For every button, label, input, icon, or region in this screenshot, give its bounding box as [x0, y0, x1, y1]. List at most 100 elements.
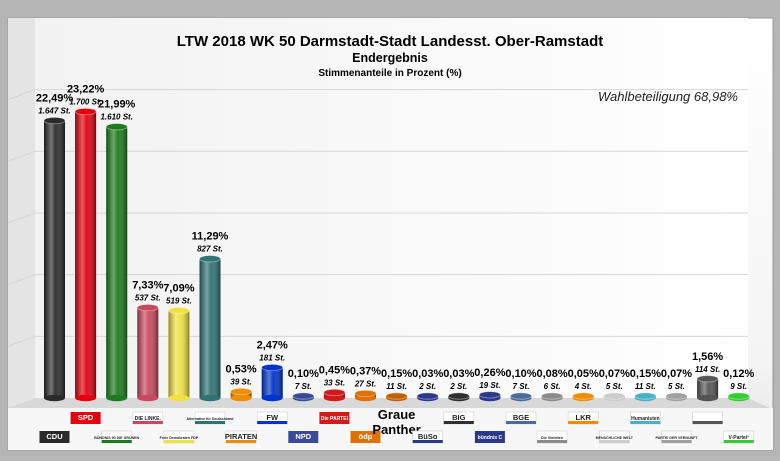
percent-label: 0,07%	[661, 368, 692, 380]
percent-label: 0,15%	[630, 368, 661, 380]
bar	[416, 392, 439, 402]
bar-labels: 22,49% 1.647 St. 23,22% 1.700 St.21,99% 1.61…	[36, 84, 755, 391]
gridline-side	[7, 89, 36, 101]
party-logo: DIE LINKE.	[132, 411, 164, 425]
votes-label: 5 St.	[606, 382, 623, 391]
logo-accent	[568, 421, 599, 424]
votes-label: 1.647 St.	[38, 107, 70, 116]
bar	[74, 107, 97, 402]
votes-label: 33 St.	[324, 378, 345, 387]
logo-accent	[101, 440, 132, 443]
votes-label: 27 St.	[354, 379, 376, 388]
logo-text: Die Violetten	[541, 436, 563, 440]
percent-label: 2,47%	[257, 340, 288, 352]
votes-label: 181 St.	[259, 354, 285, 363]
logo-accent	[506, 421, 536, 424]
logo-box	[288, 431, 319, 443]
bar-top-cap	[261, 363, 284, 372]
logo-text: SPD	[78, 413, 94, 422]
party-logo: BIG	[443, 411, 475, 425]
party-logo: PIRATEN	[225, 430, 257, 444]
bar-top-cap	[478, 391, 501, 399]
logo-text: BGE	[513, 413, 529, 422]
percent-label: 0,26%	[474, 367, 505, 379]
bar-shading	[697, 378, 719, 398]
logo-box	[39, 431, 70, 443]
percent-label: 11,29%	[192, 231, 229, 243]
logo-accent	[412, 440, 443, 443]
party-logo: MENSCHLICHE WELT	[596, 430, 634, 444]
party-logo: bündnis C	[474, 431, 505, 443]
logo-text: PARTEI DER VERNUNFT	[655, 436, 698, 440]
party-logo: BüSo	[412, 430, 444, 444]
bar-top-cap	[572, 392, 595, 400]
percent-label: 22,49%	[36, 93, 74, 105]
logo-accent	[195, 421, 225, 424]
logo-text: MENSCHLICHE WELT	[596, 436, 634, 440]
bar-bottom-cap	[137, 394, 159, 402]
percent-label: 1,56%	[692, 351, 723, 363]
logo-accent	[257, 421, 288, 424]
percent-label: 21,99%	[98, 99, 136, 111]
votes-label: 2 St.	[449, 382, 467, 391]
votes-label: 39 St.	[230, 377, 251, 386]
party-logo: FW	[256, 411, 288, 425]
bar	[572, 392, 595, 402]
logo-accent	[599, 440, 630, 443]
logo-text: FW	[266, 413, 279, 422]
bar-top-cap	[634, 392, 657, 400]
chart-subtitle: Endergebnis	[352, 51, 428, 65]
percent-label: 0,10%	[505, 368, 536, 380]
bar	[665, 392, 688, 402]
bar	[323, 388, 346, 402]
bar-top-cap	[727, 392, 750, 400]
percent-label: 0,10%	[288, 368, 319, 380]
logo-text: Humanisten	[631, 416, 660, 422]
votes-label: 9 St.	[730, 382, 747, 391]
chart-title: LTW 2018 WK 50 Darmstadt-Stadt Landesst.…	[176, 33, 604, 50]
votes-label: 19 St.	[479, 381, 500, 390]
bar	[603, 392, 626, 402]
bar-shading	[168, 310, 190, 398]
party-logo: CDU	[39, 431, 70, 443]
party-logo: BÜNDNIS 90 DIE GRÜNEN	[94, 430, 140, 444]
bar-shading	[230, 391, 252, 398]
percent-label: 0,03%	[443, 368, 474, 380]
bar-top-cap	[230, 387, 253, 396]
bar-bottom-cap	[261, 394, 283, 402]
bar-top-cap	[447, 392, 470, 400]
percent-label: 0,12%	[723, 368, 754, 380]
percent-label: 23,22%	[67, 84, 105, 96]
percent-label: 0,37%	[350, 365, 381, 377]
party-logo: Humanisten	[630, 411, 661, 425]
bar-bottom-cap	[323, 394, 345, 402]
votes-label: 5 St.	[668, 382, 685, 391]
bar-top-cap	[136, 303, 159, 312]
logo-text: NPD	[295, 432, 311, 441]
bar	[478, 391, 501, 402]
party-logos: CDU SPD BÜNDNIS 90 DIE GRÜNEN DIE LINKE. Fre…	[39, 407, 755, 444]
bar	[136, 303, 159, 402]
votes-label: 4 St.	[574, 382, 592, 391]
bar	[261, 363, 284, 402]
logo-accent	[723, 440, 754, 443]
bar	[696, 375, 719, 402]
bar-bottom-cap	[355, 394, 376, 402]
logo-text: ödp	[359, 432, 373, 441]
votes-label: 7 St.	[295, 382, 312, 391]
logo-box	[319, 412, 350, 424]
bar-top-cap	[74, 107, 97, 116]
logo-accent	[163, 440, 194, 443]
votes-label: 7 St.	[513, 382, 530, 391]
bar-top-cap	[541, 392, 563, 400]
bar-top-cap	[385, 392, 408, 400]
percent-label: 0,03%	[412, 368, 443, 380]
logo-text: Die PARTEI	[321, 416, 349, 422]
bar-bottom-cap	[168, 394, 190, 402]
bar	[510, 392, 532, 402]
logo-accent	[443, 421, 474, 424]
bar-bottom-cap	[75, 394, 97, 402]
votes-label: 827 St.	[197, 245, 223, 254]
logo-text: Panther	[372, 422, 420, 437]
